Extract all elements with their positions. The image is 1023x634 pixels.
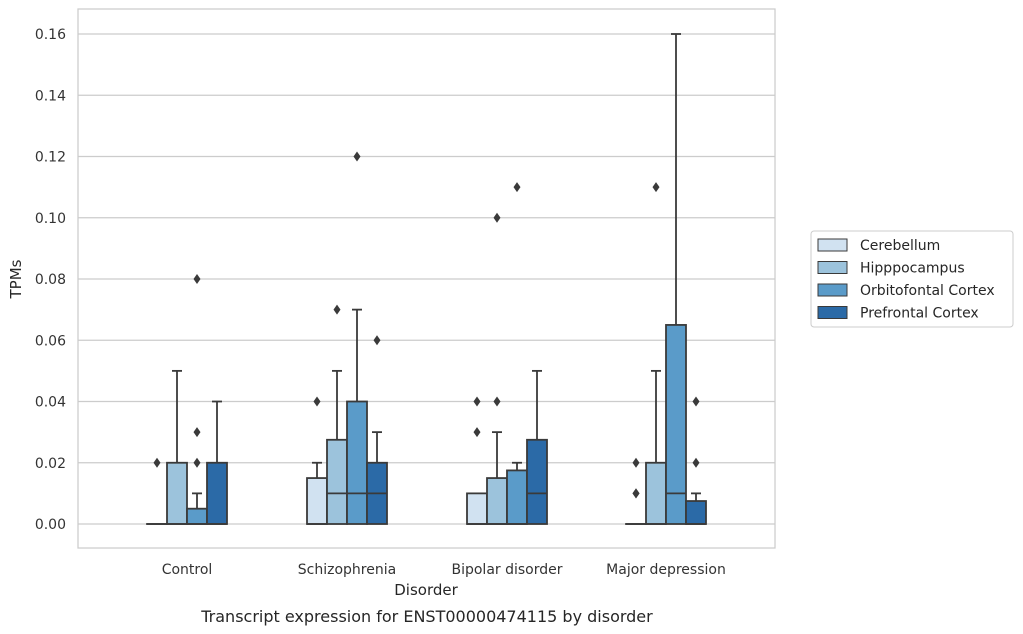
outlier-point [692, 396, 700, 407]
y-tick-label: 0.08 [35, 272, 66, 288]
y-tick-label: 0.14 [35, 88, 66, 104]
outlier-point [652, 182, 660, 193]
y-axis-ticks: 0.00 0.02 0.04 0.06 0.08 0.10 0.12 0.14 0.16 [35, 27, 66, 533]
legend-swatch [817, 261, 848, 274]
box [526, 438, 548, 525]
legend-swatch [817, 283, 848, 297]
box [346, 400, 368, 525]
y-tick-label: 0.12 [35, 150, 66, 166]
outlier-point [513, 182, 521, 193]
box [306, 477, 328, 525]
legend-swatch [817, 306, 848, 319]
box [166, 461, 188, 525]
series-hipppocampus [166, 182, 667, 525]
legend-frame [810, 230, 1014, 328]
box [486, 477, 508, 525]
outlier-point [473, 427, 481, 438]
legend: Cerebellum Hipppocampus Orbitofontal Corte… [810, 230, 1014, 328]
plot-frame [77, 8, 776, 549]
y-tick-label: 0.06 [35, 333, 66, 349]
series-cerebellum [146, 396, 647, 525]
x-axis-ticks: Control Schizophrenia Bipolar disorder Majo… [162, 562, 726, 578]
outlier-point [193, 457, 201, 468]
outlier-point [692, 457, 700, 468]
box [186, 507, 208, 525]
x-tick-label: Control [162, 562, 213, 578]
box [206, 461, 228, 525]
legend-label: Prefrontal Cortex [860, 306, 979, 322]
legend-label: Orbitofontal Cortex [860, 283, 995, 299]
box [685, 500, 707, 525]
outlier-point [493, 396, 501, 407]
outlier-point [333, 304, 341, 315]
box [645, 461, 667, 525]
legend-swatch [817, 238, 848, 252]
legend-label: Hipppocampus [860, 261, 965, 277]
outlier-point [473, 396, 481, 407]
series-prefrontal-cortex [206, 335, 707, 525]
outlier-point [313, 396, 321, 407]
y-axis-label: TPMs [7, 259, 25, 299]
x-tick-label: Bipolar disorder [451, 562, 562, 578]
chart-caption: Transcript expression for ENST0000047411… [200, 607, 653, 626]
x-axis-label: Disorder [394, 581, 458, 599]
x-tick-label: Schizophrenia [298, 562, 396, 578]
outlier-point [493, 212, 501, 223]
y-tick-label: 0.04 [35, 395, 66, 411]
outlier-point [153, 457, 161, 468]
legend-label: Cerebellum [860, 238, 940, 254]
outlier-point [632, 457, 640, 468]
box [665, 324, 687, 525]
outlier-point [632, 488, 640, 499]
outlier-point [373, 335, 381, 346]
box [326, 438, 348, 525]
y-tick-label: 0.02 [35, 456, 66, 472]
box-plots [146, 33, 707, 525]
y-tick-label: 0.10 [35, 211, 66, 227]
series-orbitofontal-cortex [186, 33, 687, 525]
legend-items: Cerebellum Hipppocampus Orbitofontal Corte… [817, 238, 995, 322]
x-tick-label: Major depression [606, 562, 726, 578]
outlier-point [193, 427, 201, 438]
y-tick-label: 0.16 [35, 27, 66, 43]
box [506, 469, 528, 525]
outlier-point [353, 151, 361, 162]
box [466, 492, 488, 525]
y-tick-label: 0.00 [35, 517, 66, 533]
outlier-point [193, 274, 201, 284]
